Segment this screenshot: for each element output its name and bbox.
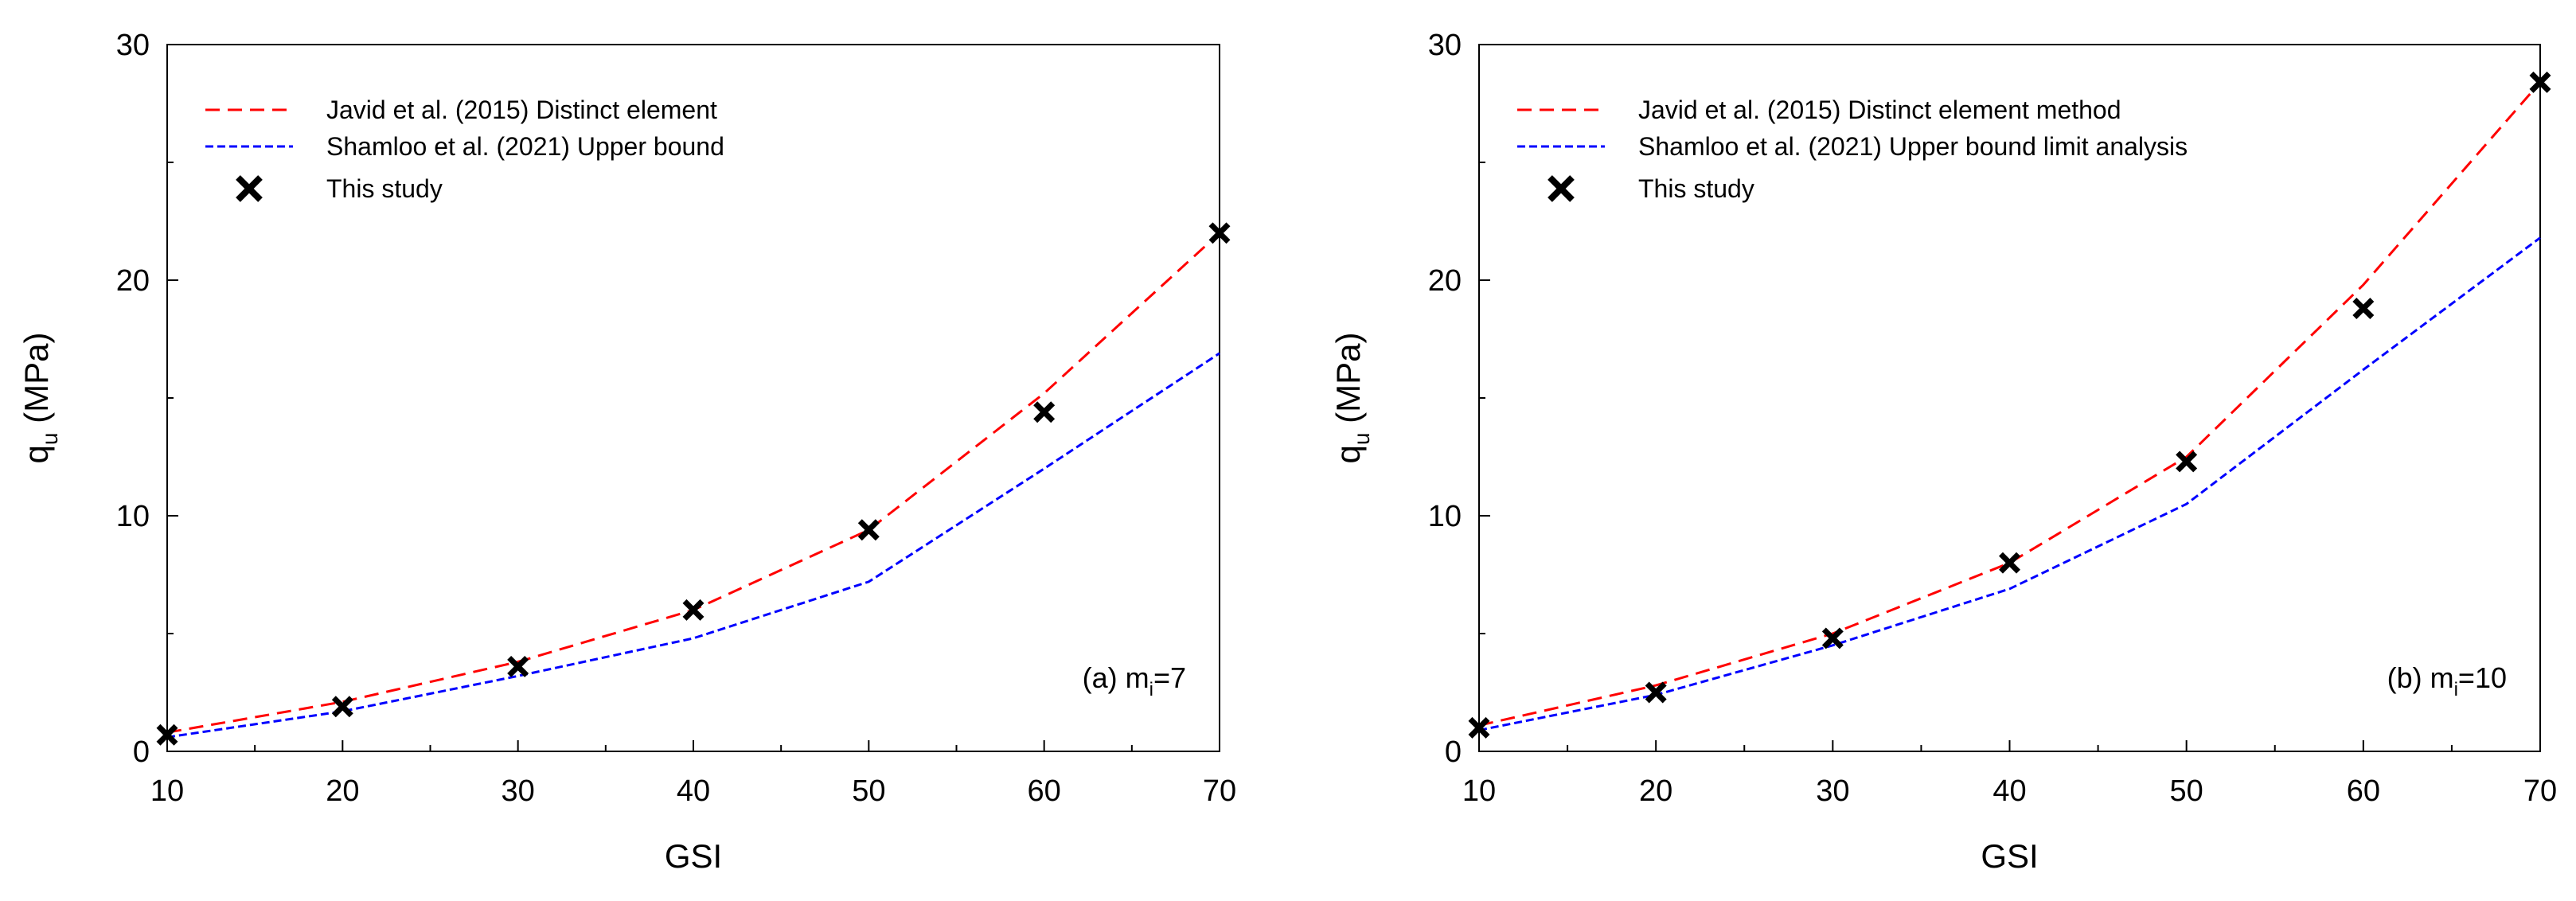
- x-tick-label: 30: [502, 774, 535, 808]
- data-point-this-study: [331, 696, 353, 718]
- panel-annotation: (b) mi=10: [2387, 661, 2507, 700]
- data-point-this-study: [507, 655, 529, 677]
- panel-annotation-tail: =10: [2458, 661, 2507, 694]
- panel-annotation-subscript: i: [2454, 679, 2458, 700]
- legend: Javid et al. (2015) Distinct element Sham…: [205, 96, 724, 203]
- y-tick-label: 20: [116, 264, 150, 298]
- y-tick-label: 0: [1445, 735, 1462, 769]
- x-marker-stroke: [2176, 450, 2198, 473]
- legend-label-shamloo: Shamloo et al. (2021) Upper bound: [326, 132, 724, 161]
- legend-label-shamloo: Shamloo et al. (2021) Upper bound limit …: [1638, 132, 2188, 161]
- x-tick-label: 20: [326, 774, 359, 808]
- y-axis-title-subscript: u: [37, 433, 62, 446]
- data-point-this-study: [2176, 450, 2198, 473]
- panel-annotation-main: (a) m: [1083, 661, 1149, 694]
- x-marker-stroke: [2352, 298, 2375, 319]
- y-tick-label: 10: [1428, 500, 1462, 533]
- x-marker-stroke: [1821, 627, 1844, 649]
- data-point-this-study: [1468, 716, 1490, 739]
- x-marker-stroke: [2529, 71, 2551, 93]
- x-marker-stroke: [857, 519, 880, 541]
- x-marker-stroke: [682, 599, 704, 621]
- legend-label-javid: Javid et al. (2015) Distinct element met…: [1638, 96, 2121, 124]
- x-tick-label: 20: [1639, 774, 1672, 808]
- x-tick-label: 10: [1462, 774, 1496, 808]
- legend-swatch-this-study: [236, 175, 263, 202]
- series-line-javid: [166, 232, 1221, 734]
- x-marker-stroke: [1548, 175, 1575, 202]
- x-tick-label: 60: [1028, 774, 1061, 808]
- data-point-this-study: [1033, 401, 1056, 423]
- data-point-this-study: [156, 724, 178, 746]
- series-line-shamloo: [166, 352, 1220, 739]
- y-axis-title-tail: (MPa): [1329, 333, 1367, 433]
- panel-annotation-main: (b) m: [2387, 661, 2454, 694]
- x-tick-label: 40: [677, 774, 710, 808]
- data-point-this-study: [1821, 627, 1844, 649]
- x-marker-stroke: [1999, 552, 2020, 574]
- panel-annotation-subscript: i: [1149, 679, 1153, 700]
- series-line-javid: [1478, 81, 2542, 727]
- x-marker-stroke: [507, 655, 529, 677]
- y-axis-title-main: q: [18, 445, 55, 463]
- legend-label-this-study: This study: [326, 174, 443, 203]
- x-tick-label: 50: [852, 774, 885, 808]
- y-tick-label: 0: [133, 735, 150, 769]
- x-marker-stroke: [156, 724, 178, 746]
- data-point-this-study: [682, 599, 704, 621]
- y-tick-label: 20: [1428, 264, 1462, 298]
- legend: Javid et al. (2015) Distinct element met…: [1517, 96, 2188, 203]
- legend-label-javid: Javid et al. (2015) Distinct element: [326, 96, 717, 124]
- panel-annotation: (a) mi=7: [1083, 661, 1186, 700]
- series-line-shamloo: [1478, 236, 2541, 731]
- x-marker-stroke: [1033, 401, 1056, 423]
- x-marker-stroke: [1468, 716, 1490, 739]
- x-axis-title: GSI: [665, 837, 722, 875]
- x-marker-stroke: [1208, 222, 1231, 244]
- y-axis-title-subscript: u: [1349, 433, 1374, 446]
- x-tick-label: 30: [1816, 774, 1849, 808]
- x-tick-label: 50: [2170, 774, 2203, 808]
- y-axis-title: qu (MPa): [18, 333, 62, 464]
- legend-swatch-this-study: [1548, 175, 1575, 202]
- x-tick-label: 10: [150, 774, 184, 808]
- data-point-this-study: [1645, 681, 1667, 704]
- data-point-this-study: [2352, 298, 2375, 319]
- panel-annotation-tail: =7: [1153, 661, 1186, 694]
- y-axis-title-main: q: [1329, 445, 1367, 463]
- y-axis-title-tail: (MPa): [18, 333, 55, 433]
- data-point-this-study: [1208, 222, 1231, 244]
- data-point-this-study: [1999, 552, 2020, 574]
- x-marker-stroke: [236, 175, 263, 202]
- data-point-this-study: [2529, 71, 2551, 93]
- x-axis-title: GSI: [1981, 837, 2038, 875]
- x-marker-stroke: [1645, 681, 1667, 704]
- x-tick-label: 70: [2523, 774, 2557, 808]
- x-tick-label: 70: [1203, 774, 1236, 808]
- y-tick-label: 30: [1428, 29, 1462, 62]
- y-axis-title: qu (MPa): [1329, 333, 1374, 464]
- x-marker-stroke: [331, 696, 353, 718]
- y-tick-label: 30: [116, 29, 150, 62]
- data-point-this-study: [857, 519, 880, 541]
- y-tick-label: 10: [116, 500, 150, 533]
- x-tick-label: 60: [2347, 774, 2380, 808]
- x-tick-label: 40: [1992, 774, 2026, 808]
- legend-label-this-study: This study: [1638, 174, 1754, 203]
